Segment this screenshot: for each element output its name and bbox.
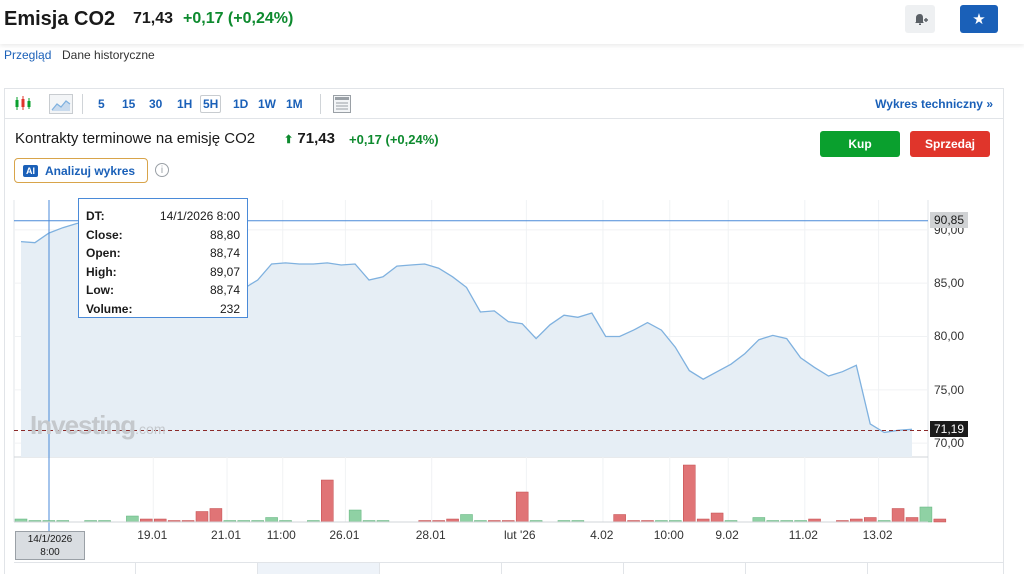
x-tick-label: 28.01 bbox=[416, 528, 446, 542]
bottom-tab[interactable] bbox=[136, 563, 258, 574]
tooltip-value: 232 bbox=[220, 300, 240, 319]
x-tick-label: lut '26 bbox=[504, 528, 536, 542]
bottom-tab[interactable] bbox=[746, 563, 868, 574]
tooltip-key: Low: bbox=[86, 281, 114, 300]
volume-bar bbox=[210, 509, 222, 523]
bottom-tab[interactable] bbox=[624, 563, 746, 574]
last-price-label: 71,19 bbox=[930, 421, 968, 437]
volume-bar bbox=[266, 518, 278, 523]
tooltip-key: High: bbox=[86, 263, 117, 282]
bottom-tab[interactable] bbox=[380, 563, 502, 574]
x-tick-label: 19.01 bbox=[137, 528, 167, 542]
tooltip-key: Open: bbox=[86, 244, 121, 263]
volume-bar bbox=[349, 510, 361, 522]
volume-bar bbox=[753, 518, 765, 523]
y-tick-label: 75,00 bbox=[934, 383, 964, 397]
tooltip-value: 14/1/2026 8:00 bbox=[160, 207, 240, 226]
tooltip-value: 88,80 bbox=[210, 226, 240, 245]
tooltip-key: Close: bbox=[86, 226, 123, 245]
volume-bar bbox=[864, 518, 876, 523]
investing-watermark: Investing.com bbox=[30, 410, 165, 441]
x-tick-label: 10:00 bbox=[654, 528, 684, 542]
volume-bar bbox=[683, 465, 695, 522]
volume-bar bbox=[321, 480, 333, 522]
y-tick-label: 85,00 bbox=[934, 276, 964, 290]
bottom-tab[interactable] bbox=[868, 563, 1004, 574]
y-tick-label: 70,00 bbox=[934, 436, 964, 450]
volume-bar bbox=[196, 512, 208, 523]
volume-bar bbox=[906, 518, 918, 523]
crosshair-time-label: 14/1/2026 8:00 bbox=[15, 531, 85, 560]
x-tick-label: 11:00 bbox=[267, 528, 296, 542]
volume-bar bbox=[516, 492, 528, 522]
data-tooltip: DT: 14/1/2026 8:00 Close: 88,80 Open: 88,74… bbox=[78, 198, 248, 318]
volume-bar bbox=[461, 515, 473, 523]
x-tick-label: 13.02 bbox=[863, 528, 893, 542]
bottom-tab-strip bbox=[14, 562, 1004, 574]
volume-bar bbox=[920, 507, 932, 522]
bottom-tab[interactable] bbox=[502, 563, 624, 574]
tooltip-value: 88,74 bbox=[210, 244, 240, 263]
tooltip-key: Volume: bbox=[86, 300, 132, 319]
tooltip-value: 88,74 bbox=[210, 281, 240, 300]
tooltip-key: DT: bbox=[86, 207, 105, 226]
volume-bar bbox=[711, 513, 723, 522]
x-tick-label: 4.02 bbox=[590, 528, 613, 542]
volume-bar bbox=[934, 519, 946, 522]
x-tick-label: 11.02 bbox=[789, 528, 818, 542]
crosshair-price-label: 90,85 bbox=[930, 212, 968, 228]
bottom-tab[interactable] bbox=[258, 563, 380, 574]
volume-bar bbox=[126, 516, 138, 522]
volume-bar bbox=[892, 509, 904, 523]
bottom-tab[interactable] bbox=[14, 563, 136, 574]
y-tick-label: 80,00 bbox=[934, 329, 964, 343]
tooltip-value: 89,07 bbox=[210, 263, 240, 282]
x-tick-label: 9.02 bbox=[715, 528, 738, 542]
x-tick-label: 26.01 bbox=[329, 528, 359, 542]
x-tick-label: 21.01 bbox=[211, 528, 241, 542]
volume-bar bbox=[614, 515, 626, 523]
